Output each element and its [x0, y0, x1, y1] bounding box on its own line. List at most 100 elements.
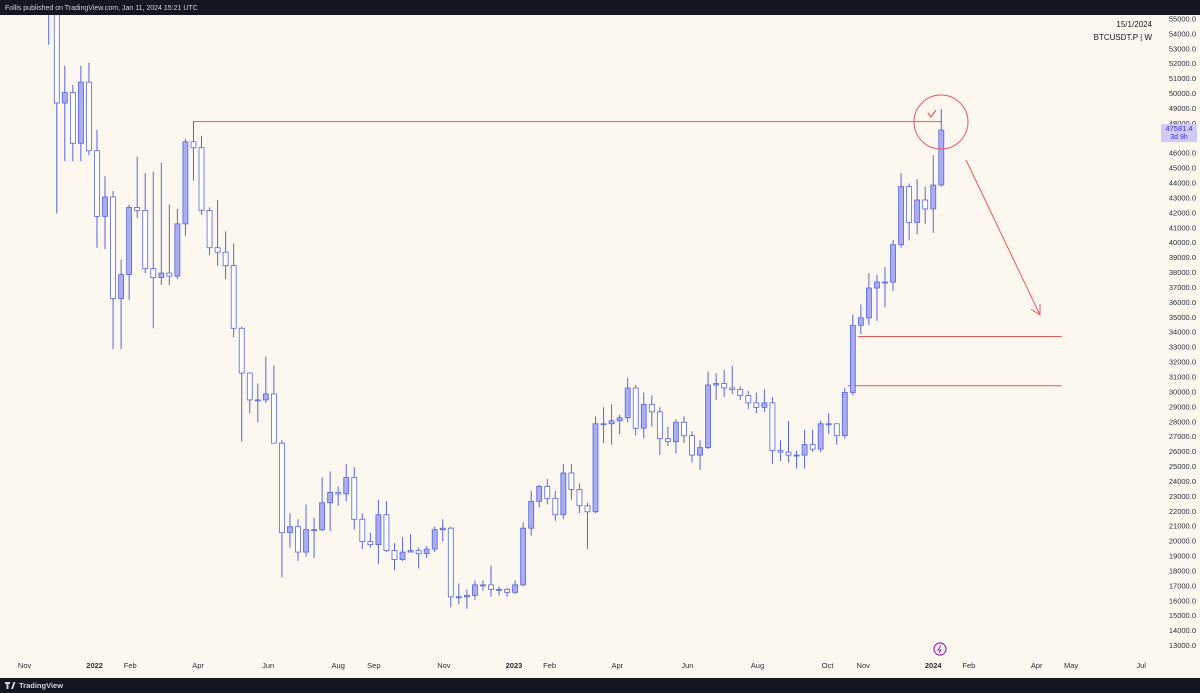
event-icon-bolt: [937, 644, 942, 654]
candle-body: [512, 584, 519, 593]
axes: 13000.0 14000.0 15000.0 16000.0 17000.0 18000…: [18, 14, 1197, 670]
candle-body: [777, 450, 784, 453]
y-tick-label: 34000.0: [1169, 328, 1196, 337]
candle-body: [166, 272, 173, 277]
candle-body: [327, 491, 334, 504]
y-tick-label: 16000.0: [1169, 596, 1196, 605]
candle-body: [632, 387, 639, 429]
candle-body: [568, 472, 575, 490]
candle-body: [118, 274, 124, 299]
candle-body: [359, 518, 366, 543]
candle-body: [399, 551, 406, 560]
candle-body: [825, 423, 832, 426]
candle-body: [488, 584, 494, 590]
date-label: 15/1/2024: [1116, 20, 1152, 29]
y-tick-label: 22000.0: [1169, 507, 1196, 516]
candle-body: [214, 247, 221, 253]
candle-body: [624, 387, 631, 419]
y-tick-label: 27000.0: [1169, 432, 1196, 441]
candle-body: [174, 223, 181, 277]
y-tick-label: 37000.0: [1169, 283, 1196, 292]
candle-body: [150, 268, 157, 278]
y-tick-label: 39000.0: [1169, 253, 1196, 262]
countdown-label: 3d 9h: [1170, 134, 1188, 141]
candle-body: [61, 92, 68, 104]
candle-body: [126, 207, 133, 275]
candle-body: [383, 514, 390, 551]
candle-body: [857, 317, 864, 326]
x-tick-label: Apr: [192, 661, 204, 670]
candle-body: [882, 281, 888, 284]
y-tick-label: 38000.0: [1169, 268, 1196, 277]
candle-body: [423, 548, 430, 554]
candle-body: [110, 196, 116, 299]
candle-body: [705, 384, 711, 449]
candle-body: [295, 526, 301, 553]
candle-body: [53, 15, 60, 104]
candle-body: [664, 438, 671, 443]
candle-body: [496, 588, 502, 591]
x-tick-label: Feb: [962, 661, 975, 670]
candle-body: [608, 420, 615, 425]
y-tick-label: 52000.0: [1169, 59, 1196, 68]
x-tick-label: Feb: [124, 661, 137, 670]
y-tick-label: 30000.0: [1169, 387, 1196, 396]
candle-body: [841, 392, 848, 437]
y-tick-label: 14000.0: [1169, 626, 1196, 635]
candle-body: [785, 451, 792, 456]
y-tick-label: 25000.0: [1169, 462, 1196, 471]
candle-body: [230, 265, 237, 329]
brand-logo: [5, 682, 16, 689]
candle-body: [544, 486, 551, 499]
y-tick-label: 40000.0: [1169, 238, 1196, 247]
candle-body: [206, 210, 213, 249]
candle-body: [246, 372, 253, 401]
check-mark: [927, 109, 937, 119]
candle-body: [77, 81, 84, 144]
candle-body: [102, 196, 108, 217]
candle-body: [656, 411, 663, 440]
y-tick-label: 17000.0: [1169, 581, 1196, 590]
y-tick-label: 15000.0: [1169, 611, 1196, 620]
candle-body: [270, 393, 277, 444]
candle-body: [182, 141, 189, 225]
candle-body: [809, 444, 816, 450]
x-tick-label: Aug: [332, 661, 345, 670]
drawings: [913, 94, 1041, 656]
candle-body: [391, 550, 398, 560]
candle-body: [407, 550, 414, 553]
candle-body: [319, 502, 326, 531]
x-tick-label: Nov: [18, 661, 32, 670]
x-tick-label: Feb: [543, 661, 556, 670]
candle-body: [311, 529, 317, 532]
candle-body: [520, 527, 527, 586]
candle-body: [697, 447, 703, 456]
y-tick-label: 29000.0: [1169, 402, 1196, 411]
y-tick-label: 44000.0: [1169, 179, 1196, 188]
candle-body: [472, 584, 478, 596]
candle-body: [552, 497, 559, 516]
y-tick-label: 48000.0: [1169, 119, 1196, 128]
candle-body: [504, 588, 510, 593]
candle-body: [190, 141, 197, 149]
candle-body: [480, 584, 486, 587]
candle-body: [279, 442, 285, 534]
candle-body: [616, 417, 623, 422]
candle-body: [914, 199, 921, 223]
candle-body: [287, 526, 293, 534]
candle-body: [94, 150, 100, 217]
candle-body: [592, 423, 599, 513]
candle-body: [303, 529, 309, 553]
candle-body: [528, 500, 535, 529]
candle-body: [745, 395, 752, 404]
y-tick-label: 23000.0: [1169, 492, 1196, 501]
candle-body: [576, 489, 583, 507]
y-tick-label: 46000.0: [1169, 149, 1196, 158]
candle-body: [833, 423, 840, 437]
candle-body: [729, 387, 736, 390]
candle-body: [874, 281, 880, 289]
y-tick-label: 35000.0: [1169, 313, 1196, 322]
x-tick-label: Apr: [611, 661, 623, 670]
candle-body: [640, 403, 647, 429]
